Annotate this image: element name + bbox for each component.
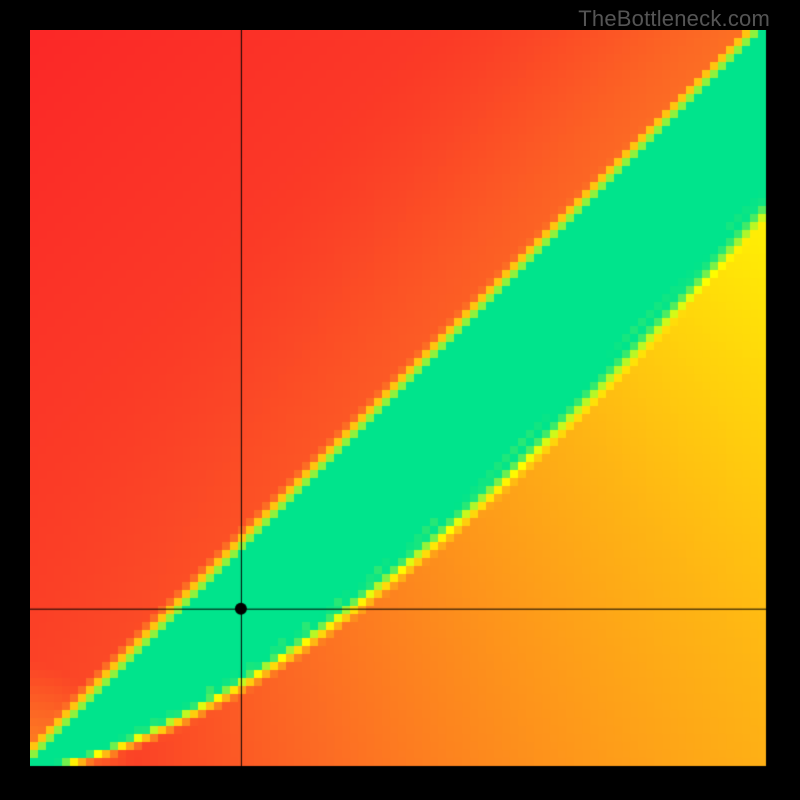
- chart-container: { "watermark": "TheBottleneck.com", "wat…: [0, 0, 800, 800]
- crosshair-overlay: [30, 30, 770, 770]
- watermark-text: TheBottleneck.com: [578, 6, 770, 32]
